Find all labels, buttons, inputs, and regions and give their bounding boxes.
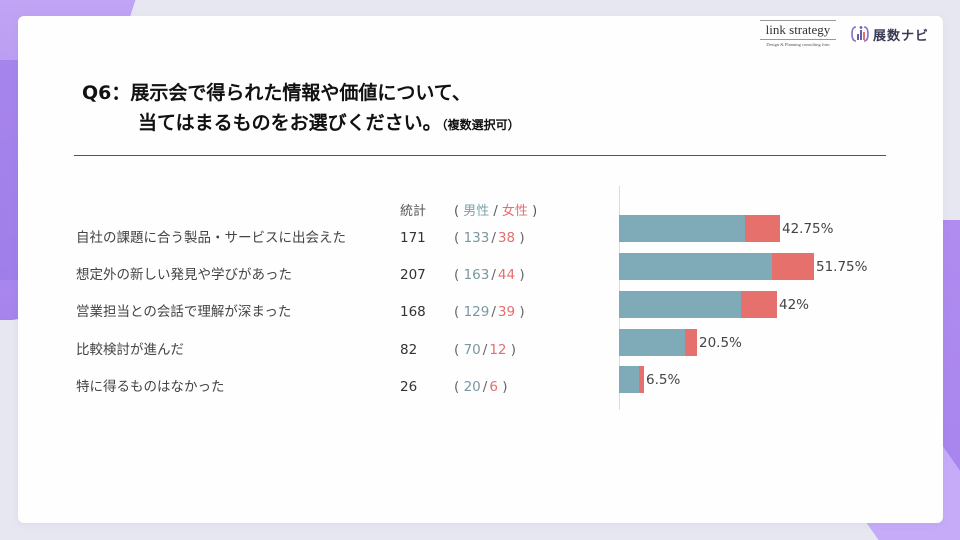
table-row: 自社の課題に合う製品・サービスに出会えた 171 ( 133/38 ) xyxy=(18,220,943,258)
question-title-line2: 当てはまるものをお選びください。（複数選択可） xyxy=(82,108,520,140)
tenji-navi-mark-icon xyxy=(851,26,869,42)
bar-male xyxy=(619,291,741,318)
row-label: 想定外の新しい発見や学びがあった xyxy=(76,267,292,283)
bar-male xyxy=(619,329,685,356)
link-strategy-name: link strategy xyxy=(765,22,831,37)
bar-row: 51.75% xyxy=(619,253,867,280)
row-female-count: 39 xyxy=(497,304,516,320)
bar-male xyxy=(619,215,745,242)
link-strategy-tagline: Design & Planning consulting firm xyxy=(766,42,830,47)
tenji-navi-logo: 展数ナビ xyxy=(850,24,929,44)
row-gender-split: ( 163/44 ) xyxy=(454,267,525,283)
multiple-choice-note: （複数選択可） xyxy=(441,118,520,132)
bar-female xyxy=(639,366,644,393)
row-gender-split: ( 129/39 ) xyxy=(454,304,525,320)
bar-percent-label: 42% xyxy=(779,296,810,313)
row-total: 26 xyxy=(400,379,418,395)
header-slash: / xyxy=(493,204,498,219)
row-male-count: 163 xyxy=(463,267,490,283)
row-total: 207 xyxy=(400,267,426,283)
bar-percent-label: 6.5% xyxy=(646,371,681,388)
bar-percent-label: 51.75% xyxy=(816,258,868,275)
row-label: 特に得るものはなかった xyxy=(76,379,225,395)
bar-female xyxy=(685,329,697,356)
logo-area: link strategy Design & Planning consulti… xyxy=(759,20,929,48)
row-male-count: 133 xyxy=(463,230,490,246)
question-title-line2-text: 当てはまるものをお選びください。 xyxy=(138,112,442,134)
row-label: 営業担当との会話で理解が深まった xyxy=(76,304,292,320)
row-female-count: 44 xyxy=(497,267,516,283)
row-gender-split: ( 133/38 ) xyxy=(454,230,525,246)
table-row: 特に得るものはなかった 26 ( 20/6 ) xyxy=(18,369,943,407)
row-male-count: 20 xyxy=(463,379,481,395)
row-gender-split: ( 70/12 ) xyxy=(454,342,517,358)
table-row: 想定外の新しい発見や学びがあった 207 ( 163/44 ) xyxy=(18,257,943,295)
row-label: 比較検討が進んだ xyxy=(76,342,184,358)
table-row: 営業担当との会話で理解が深まった 168 ( 129/39 ) xyxy=(18,294,943,332)
row-total: 168 xyxy=(400,304,426,320)
header-open-paren: ( xyxy=(454,204,460,219)
bar-percent-label: 20.5% xyxy=(699,334,742,351)
question-title: Q6：展示会で得られた情報や価値について、 当てはまるものをお選びください。（複… xyxy=(82,78,520,140)
row-male-count: 129 xyxy=(463,304,490,320)
slide-card: link strategy Design & Planning consulti… xyxy=(18,16,943,523)
bar-female xyxy=(745,215,780,242)
row-total: 171 xyxy=(400,230,426,246)
table-row: 比較検討が進んだ 82 ( 70/12 ) xyxy=(18,332,943,370)
legend-female: 女性 xyxy=(501,204,528,219)
bar-row: 42.75% xyxy=(619,215,833,242)
row-total: 82 xyxy=(400,342,418,358)
bar-male xyxy=(619,366,639,393)
bar-female xyxy=(741,291,777,318)
link-strategy-logo: link strategy Design & Planning consulti… xyxy=(759,20,836,48)
column-header-gender: ( 男性 / 女性 ) xyxy=(454,202,537,222)
bar-row: 6.5% xyxy=(619,366,680,393)
row-gender-split: ( 20/6 ) xyxy=(454,379,508,395)
question-title-line1: Q6：展示会で得られた情報や価値について、 xyxy=(82,82,471,104)
logo-rule-top xyxy=(759,20,836,21)
column-header-total: 統計 xyxy=(400,204,427,219)
bar-percent-label: 42.75% xyxy=(782,220,834,237)
bar-female xyxy=(772,253,814,280)
row-male-count: 70 xyxy=(463,342,481,358)
bar-male xyxy=(619,253,772,280)
row-female-count: 38 xyxy=(497,230,516,246)
bar-row: 20.5% xyxy=(619,329,742,356)
logo-rule-bottom xyxy=(759,39,836,40)
header-close-paren: ) xyxy=(532,204,538,219)
legend-male: 男性 xyxy=(463,204,490,219)
row-female-count: 6 xyxy=(489,379,498,395)
tenji-navi-text: 展数ナビ xyxy=(872,28,929,44)
title-divider xyxy=(74,155,886,156)
row-female-count: 12 xyxy=(489,342,507,358)
bar-row: 42% xyxy=(619,291,809,318)
row-label: 自社の課題に合う製品・サービスに出会えた xyxy=(76,230,346,246)
